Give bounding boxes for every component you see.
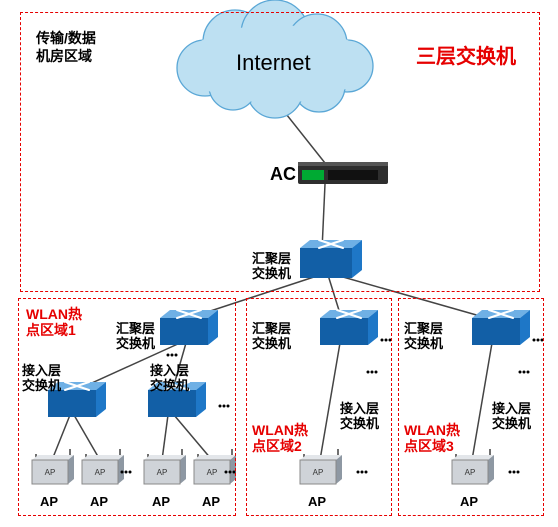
label-ap-a1: AP (40, 494, 58, 509)
label-zone3-acc-2: 交换机 (492, 413, 531, 432)
label-zone1-agg-2: 交换机 (116, 333, 155, 352)
label-zone1-title-2: 点区域1 (26, 320, 76, 340)
label-ac: AC (270, 164, 296, 185)
label-ap-a3: AP (152, 494, 170, 509)
label-zone1-acc1-2: 交换机 (22, 375, 61, 394)
label-ap-a4: AP (202, 494, 220, 509)
label-title-right: 三层交换机 (416, 40, 516, 69)
label-ap-a2: AP (90, 494, 108, 509)
label-zone2-title-2: 点区域2 (252, 436, 302, 456)
label-agg-top-2: 交换机 (252, 263, 291, 282)
label-top-area-2: 机房区域 (36, 46, 92, 66)
label-ap-c: AP (460, 494, 478, 509)
label-cloud: Internet (236, 50, 311, 76)
label-zone3-agg-2: 交换机 (404, 333, 443, 352)
label-zone1-acc2-2: 交换机 (150, 375, 189, 394)
label-zone2-agg-2: 交换机 (252, 333, 291, 352)
label-top-area-1: 传输/数据 (36, 28, 96, 48)
label-zone2-acc-2: 交换机 (340, 413, 379, 432)
label-zone3-title-2: 点区域3 (404, 436, 454, 456)
label-ap-b: AP (308, 494, 326, 509)
